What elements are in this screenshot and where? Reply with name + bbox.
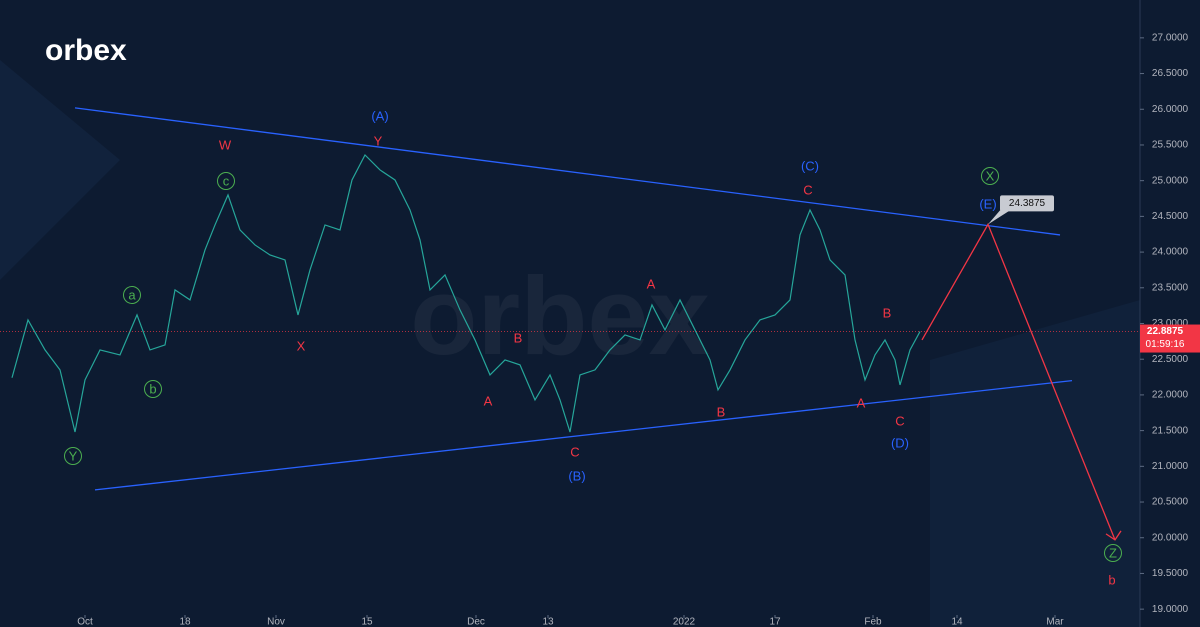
y-tick-label: 26.0000 (1152, 104, 1189, 115)
y-tick-label: 23.0000 (1152, 318, 1189, 329)
x-tick-label: 13 (542, 617, 554, 627)
y-tick-label: 25.5000 (1152, 140, 1189, 151)
wave-label: a (128, 287, 136, 302)
x-tick-label: Feb (864, 617, 882, 627)
wave-label: c (223, 173, 230, 188)
wave-label: B (717, 404, 726, 419)
wave-label: (A) (371, 108, 388, 123)
y-tick-label: 21.5000 (1152, 425, 1189, 436)
wave-label: (C) (801, 158, 819, 173)
callout-pointer (988, 210, 1010, 225)
y-tick-label: 20.5000 (1152, 497, 1189, 508)
wave-circle (1104, 544, 1122, 562)
y-tick-label: 19.5000 (1152, 568, 1189, 579)
x-tick-label: 18 (179, 617, 191, 627)
x-tick-label: Dec (467, 617, 485, 627)
logo: orbex (45, 34, 127, 67)
wave-label: A (647, 276, 656, 291)
wave-circle (981, 167, 999, 185)
y-tick-label: 26.5000 (1152, 68, 1189, 79)
wave-label: Y (69, 448, 78, 463)
wave-label: C (895, 413, 904, 428)
y-tick-label: 27.0000 (1152, 32, 1189, 43)
wave-circle (123, 286, 141, 304)
wave-label: A (484, 393, 493, 408)
wave-label: C (570, 444, 579, 459)
wave-label: X (297, 338, 306, 353)
wave-label: A (857, 395, 866, 410)
x-tick-label: 15 (361, 617, 373, 627)
y-tick-label: 24.5000 (1152, 211, 1189, 222)
wave-label: X (986, 168, 995, 183)
wave-label: (D) (891, 435, 909, 450)
y-tick-label: 25.0000 (1152, 175, 1189, 186)
decor-shape (0, 60, 120, 280)
watermark: orbex (410, 255, 710, 378)
wave-label: (E) (979, 196, 996, 211)
y-tick-label: 20.0000 (1152, 532, 1189, 543)
y-tick-label: 23.5000 (1152, 282, 1189, 293)
wave-label: (B) (568, 468, 585, 483)
last-price-label: 22.8875 (1147, 326, 1184, 337)
x-tick-label: 14 (951, 617, 963, 627)
wave-circle (64, 447, 82, 465)
wave-label: B (514, 330, 523, 345)
wave-label: b (1108, 572, 1115, 587)
y-tick-label: 21.0000 (1152, 461, 1189, 472)
y-tick-label: 19.0000 (1152, 604, 1189, 615)
x-tick-label: Mar (1046, 617, 1064, 627)
callout-box (1000, 195, 1054, 212)
projection (921, 222, 1116, 541)
wave-label: W (219, 137, 232, 152)
arrow-head (1105, 530, 1122, 541)
x-tick-label: Nov (267, 617, 285, 627)
wave-label: B (883, 305, 892, 320)
wave-label: C (803, 182, 812, 197)
decor-shape (930, 300, 1140, 627)
x-tick-label: 17 (769, 617, 781, 627)
x-tick-label: Oct (77, 617, 93, 627)
wave-circle (144, 380, 162, 398)
wave-circle (217, 172, 235, 190)
trendline (74, 107, 1061, 236)
last-price-box (1140, 324, 1200, 353)
callout-label: 24.3875 (1009, 198, 1046, 209)
wave-label: b (149, 381, 156, 396)
trendline (94, 379, 1073, 491)
y-tick-label: 22.5000 (1152, 354, 1189, 365)
x-tick-label: 2022 (673, 617, 696, 627)
y-tick-label: 22.0000 (1152, 390, 1189, 401)
y-tick-label: 24.0000 (1152, 247, 1189, 258)
wave-label: Z (1109, 545, 1117, 560)
countdown: 01:59:16 (1146, 339, 1185, 350)
price-line (11, 153, 921, 433)
wave-label: Y (374, 133, 383, 148)
